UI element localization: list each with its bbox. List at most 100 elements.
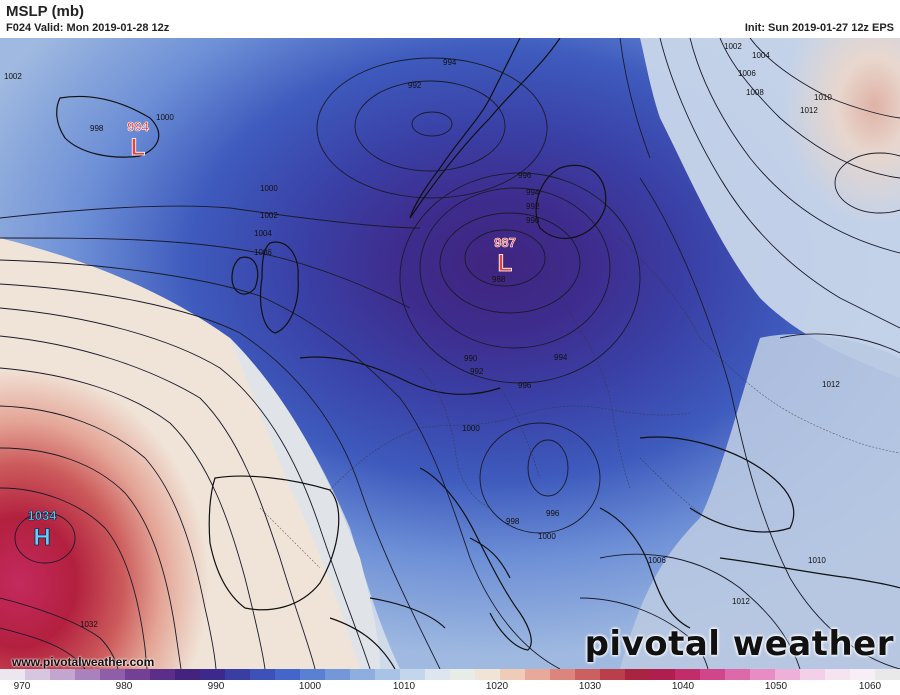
colorbar-tick: 1030: [578, 681, 602, 692]
colorbar-swatch: [150, 669, 175, 680]
colorbar-swatch: [175, 669, 200, 680]
colorbar-swatch: [875, 669, 900, 680]
isobar-label: 1006: [738, 69, 756, 78]
isobar-label: 1012: [732, 597, 750, 606]
colorbar-swatch: [425, 669, 450, 680]
colorbar-swatch: [100, 669, 125, 680]
colorbar-swatch: [800, 669, 825, 680]
colorbar-swatch: [525, 669, 550, 680]
isobar-label: 1004: [752, 51, 770, 60]
isobar-label: 1002: [4, 72, 22, 81]
isobar-label: 994: [554, 353, 568, 362]
colorbar-scale: [0, 669, 900, 680]
low-center-994: 994 L: [127, 119, 150, 162]
isobar-labels: 1002 998 1000 994 992 1000 1002 1004 100…: [4, 42, 840, 629]
isobar-label: 998: [506, 517, 520, 526]
low-symbol: L: [498, 250, 513, 277]
isobar-label: 1010: [814, 93, 832, 102]
colorbar-swatch: [775, 669, 800, 680]
colorbar-swatch: [675, 669, 700, 680]
init-time: Init: Sun 2019-01-27 12z EPS: [744, 22, 894, 34]
colorbar-swatch: [550, 669, 575, 680]
isobar-label: 1008: [746, 88, 764, 97]
colorbar-swatch: [725, 669, 750, 680]
isobar-label: 988: [492, 275, 506, 284]
isobar-label: 1002: [260, 211, 278, 220]
pressure-map-svg: 1002 998 1000 994 992 1000 1002 1004 100…: [0, 38, 900, 669]
isobar-label: 990: [526, 216, 540, 225]
colorbar-swatch: [350, 669, 375, 680]
colorbar-swatch: [850, 669, 875, 680]
colorbar-swatch: [400, 669, 425, 680]
colorbar-swatch: [650, 669, 675, 680]
colorbar-swatch: [125, 669, 150, 680]
colorbar-swatch: [575, 669, 600, 680]
colorbar-tick: 1040: [671, 681, 695, 692]
colorbar-swatch: [200, 669, 225, 680]
center-value: 987: [494, 235, 516, 250]
valid-time: F024 Valid: Mon 2019-01-28 12z: [6, 22, 170, 34]
colorbar-tick: 1020: [485, 681, 509, 692]
isobar-label: 992: [526, 202, 540, 211]
high-center-1034: 1034 H: [27, 508, 58, 552]
isobar-label: 992: [408, 81, 422, 90]
isobar-label: 992: [470, 367, 484, 376]
website-watermark: www.pivotalweather.com: [12, 655, 155, 669]
isobars: [0, 38, 900, 669]
isobar-label: 1010: [808, 556, 826, 565]
isobar-label: 1012: [800, 106, 818, 115]
colorbar-swatch: [75, 669, 100, 680]
map-header: MSLP (mb) F024 Valid: Mon 2019-01-28 12z…: [0, 0, 900, 38]
colorbar-swatch: [500, 669, 525, 680]
colorbar-swatch: [825, 669, 850, 680]
colorbar-swatch: [250, 669, 275, 680]
colorbar-tick: 980: [115, 681, 133, 692]
colorbar-swatch: [225, 669, 250, 680]
colorbar-tick: 990: [207, 681, 225, 692]
colorbar-swatch: [50, 669, 75, 680]
colorbar-swatch: [375, 669, 400, 680]
isobar-label: 1000: [538, 532, 556, 541]
center-value: 1034: [28, 508, 58, 523]
isobar-label: 1000: [462, 424, 480, 433]
colorbar-swatch: [450, 669, 475, 680]
isobar-label: 1000: [260, 184, 278, 193]
colorbar-swatch: [600, 669, 625, 680]
high-symbol: H: [33, 524, 50, 551]
colorbar-swatch: [25, 669, 50, 680]
isobar-label: 1032: [80, 620, 98, 629]
isobar-label: 998: [90, 124, 104, 133]
colorbar-tick: 1010: [392, 681, 416, 692]
isobar-label: 996: [518, 171, 532, 180]
colorbar-swatch: [625, 669, 650, 680]
isobar-label: 994: [526, 188, 540, 197]
colorbar-swatch: [475, 669, 500, 680]
colorbar-swatch: [700, 669, 725, 680]
isobar-label: 1006: [648, 556, 666, 565]
coastlines: [56, 38, 900, 669]
pressure-map[interactable]: 1002 998 1000 994 992 1000 1002 1004 100…: [0, 38, 900, 669]
colorbar-tick: 1050: [764, 681, 788, 692]
colorbar-tick: 970: [13, 681, 31, 692]
country-borders: [259, 237, 900, 569]
map-title: MSLP (mb): [6, 3, 85, 20]
isobar-label: 1004: [254, 229, 272, 238]
center-value: 994: [127, 119, 149, 134]
colorbar-swatch: [275, 669, 300, 680]
colorbar-tick: 1060: [858, 681, 882, 692]
low-symbol: L: [131, 134, 146, 161]
pivotal-weather-logo: pivotal weather: [584, 624, 894, 664]
isobar-label: 1002: [724, 42, 742, 51]
isobar-label: 996: [518, 381, 532, 390]
isobar-label: 996: [546, 509, 560, 518]
low-center-987: 987 L: [494, 235, 516, 278]
isobar-label: 1012: [822, 380, 840, 389]
isobar-label: 1006: [254, 248, 272, 257]
colorbar-swatch: [0, 669, 25, 680]
colorbar-tick: 1000: [298, 681, 322, 692]
colorbar-swatch: [325, 669, 350, 680]
isobar-label: 1000: [156, 113, 174, 122]
colorbar-swatch: [300, 669, 325, 680]
isobar-label: 994: [443, 58, 457, 67]
isobar-label: 990: [464, 354, 478, 363]
